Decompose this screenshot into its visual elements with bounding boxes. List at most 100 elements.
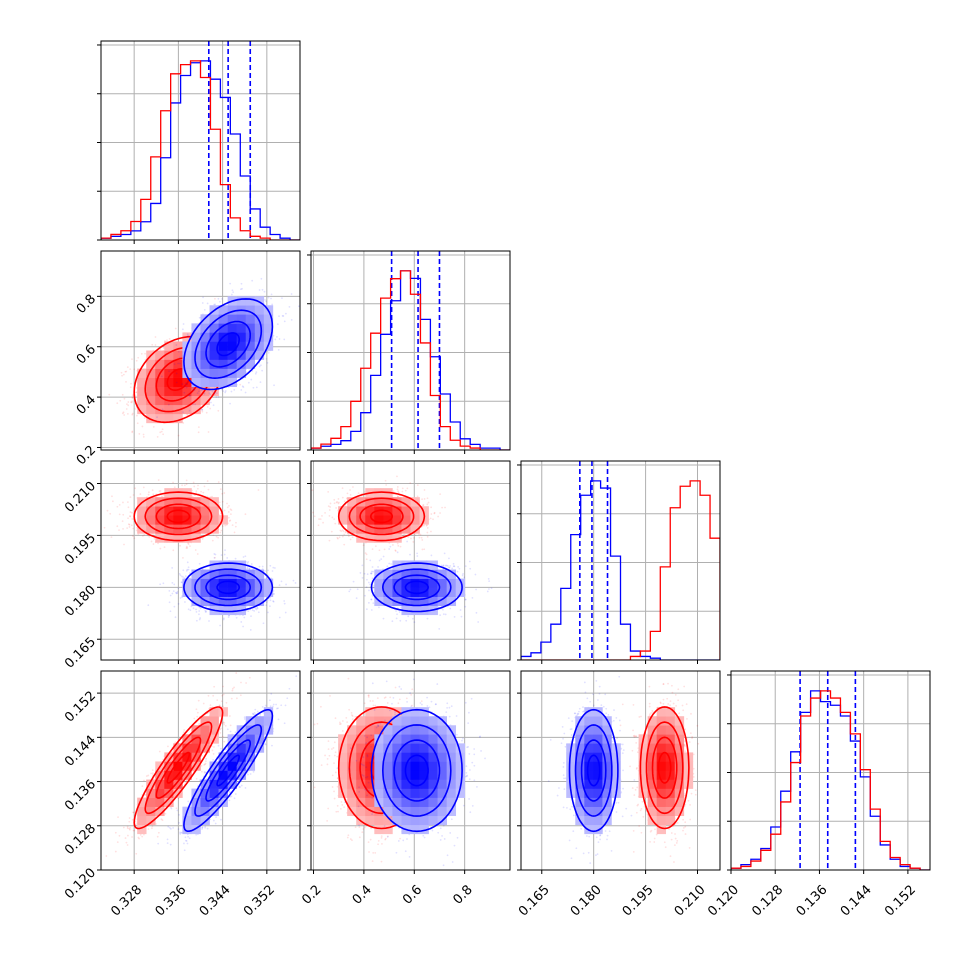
scatter-point: [221, 500, 224, 503]
density-bin: [218, 323, 228, 333]
scatter-point: [338, 536, 341, 539]
scatter-point: [198, 390, 200, 393]
scatter-point: [122, 528, 124, 530]
scatter-point: [178, 356, 181, 359]
scatter-point: [288, 305, 291, 308]
scatter-point: [385, 484, 388, 486]
density-bin: [245, 341, 256, 351]
density-bin: [209, 332, 219, 342]
scatter-point: [223, 553, 226, 556]
density-bin: [137, 506, 147, 516]
scatter-point: [215, 396, 218, 398]
scatter-point: [217, 396, 220, 398]
scatter-point: [182, 422, 185, 424]
scatter-point: [126, 403, 128, 406]
scatter-point: [185, 479, 188, 482]
scatter-point: [292, 579, 295, 582]
scatter-point: [218, 501, 221, 504]
scatter-point: [119, 399, 122, 402]
scatter-point: [186, 546, 189, 549]
scatter-point: [131, 400, 134, 403]
scatter-point: [276, 323, 279, 326]
density-bin: [236, 341, 247, 351]
scatter-point: [256, 606, 259, 609]
scatter-point: [118, 513, 121, 516]
scatter-point: [156, 435, 159, 438]
density-bin: [155, 377, 165, 387]
scatter-point: [168, 370, 170, 373]
density-bin: [209, 560, 219, 570]
density-bin: [227, 359, 237, 369]
scatter-point: [230, 293, 233, 296]
scatter-point: [219, 488, 222, 491]
scatter-point: [267, 569, 269, 572]
scatter-point: [122, 501, 124, 504]
scatter-point: [214, 556, 216, 559]
scatter-point: [263, 290, 266, 293]
scatter-point: [219, 624, 221, 627]
density-bin: [173, 368, 183, 378]
density-bin: [191, 368, 201, 378]
scatter-point: [272, 566, 275, 569]
scatter-point: [265, 601, 268, 604]
scatter-point: [184, 601, 186, 603]
density-bin: [164, 341, 174, 351]
scatter-point: [143, 417, 146, 419]
density-bin: [191, 377, 201, 387]
scatter-point: [182, 411, 184, 414]
scatter-point: [159, 431, 162, 434]
scatter-point: [276, 336, 278, 338]
scatter-point: [248, 567, 251, 570]
scatter-point: [182, 569, 185, 572]
density-bin: [182, 404, 192, 415]
scatter-point: [255, 371, 258, 373]
density-bin: [227, 305, 237, 315]
density-bin: [209, 569, 219, 579]
scatter-point: [223, 492, 226, 494]
scatter-point: [250, 563, 253, 565]
scatter-point: [217, 297, 220, 300]
density-bin: [245, 578, 256, 588]
scatter-point: [186, 561, 189, 564]
scatter-point: [254, 372, 257, 375]
scatter-point: [240, 621, 243, 623]
scatter-point: [248, 567, 251, 570]
scatter-point: [191, 403, 194, 406]
scatter-point: [151, 489, 154, 492]
density-bin: [191, 386, 201, 397]
scatter-point: [235, 616, 238, 619]
scatter-point: [172, 590, 175, 592]
scatter-point: [283, 338, 286, 341]
scatter-point: [253, 610, 256, 612]
scatter-point: [127, 401, 130, 403]
density-bin: [209, 578, 219, 588]
density-bin: [191, 515, 201, 525]
scatter-point: [182, 323, 185, 325]
scatter-point: [162, 347, 165, 350]
scatter-point: [195, 490, 198, 493]
scatter-point: [283, 320, 286, 323]
density-bin: [209, 314, 219, 324]
scatter-point: [180, 581, 183, 583]
scatter-point: [233, 531, 236, 534]
scatter-point: [123, 397, 126, 400]
density-bin: [218, 578, 228, 588]
scatter-point: [179, 597, 182, 599]
scatter-point: [128, 526, 131, 528]
scatter-point: [272, 600, 275, 602]
scatter-point: [283, 600, 286, 602]
scatter-point: [278, 315, 280, 318]
scatter-point: [116, 402, 119, 405]
scatter-point: [401, 487, 404, 490]
panel-2-1: [307, 460, 511, 664]
scatter-point: [156, 416, 158, 419]
scatter-point: [198, 316, 201, 319]
scatter-point: [239, 383, 242, 386]
scatter-point: [205, 610, 208, 613]
density-bin: [173, 350, 183, 360]
y-tick-label: 0.6: [74, 342, 99, 367]
density-bin: [200, 395, 210, 406]
scatter-point: [163, 546, 166, 549]
scatter-point: [151, 343, 154, 346]
